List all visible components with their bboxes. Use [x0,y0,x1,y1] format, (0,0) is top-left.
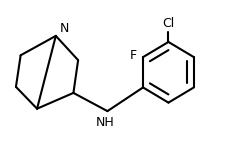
Text: Cl: Cl [162,17,175,30]
Text: NH: NH [96,116,114,130]
Text: N: N [60,22,69,35]
Text: F: F [129,49,136,62]
